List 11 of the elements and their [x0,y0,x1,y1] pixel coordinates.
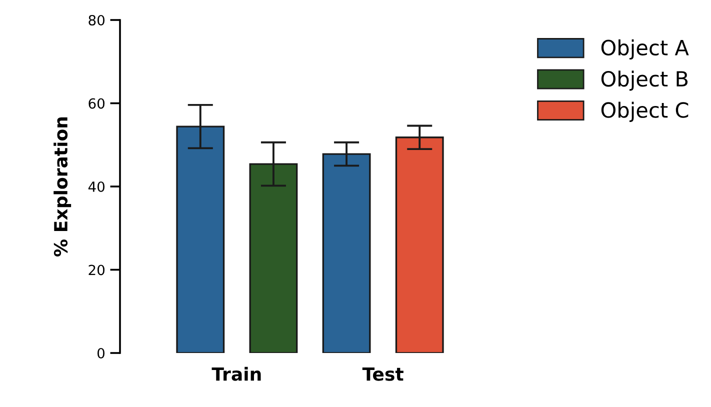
x-tick-label: Test [362,367,404,381]
y-tick-label: 60 [88,98,104,109]
y-axis-title: % Exploration [54,117,72,256]
legend-label: Object B [601,70,688,91]
y-tick-label: 80 [88,14,104,26]
y-tick-label: 20 [88,264,104,276]
legend-label: Object C [601,102,688,122]
legend-label: Object A [601,39,689,60]
y-tick-label: 0 [97,348,104,358]
y-tick-label: 40 [88,181,104,192]
x-tick-label: Train [212,366,261,381]
